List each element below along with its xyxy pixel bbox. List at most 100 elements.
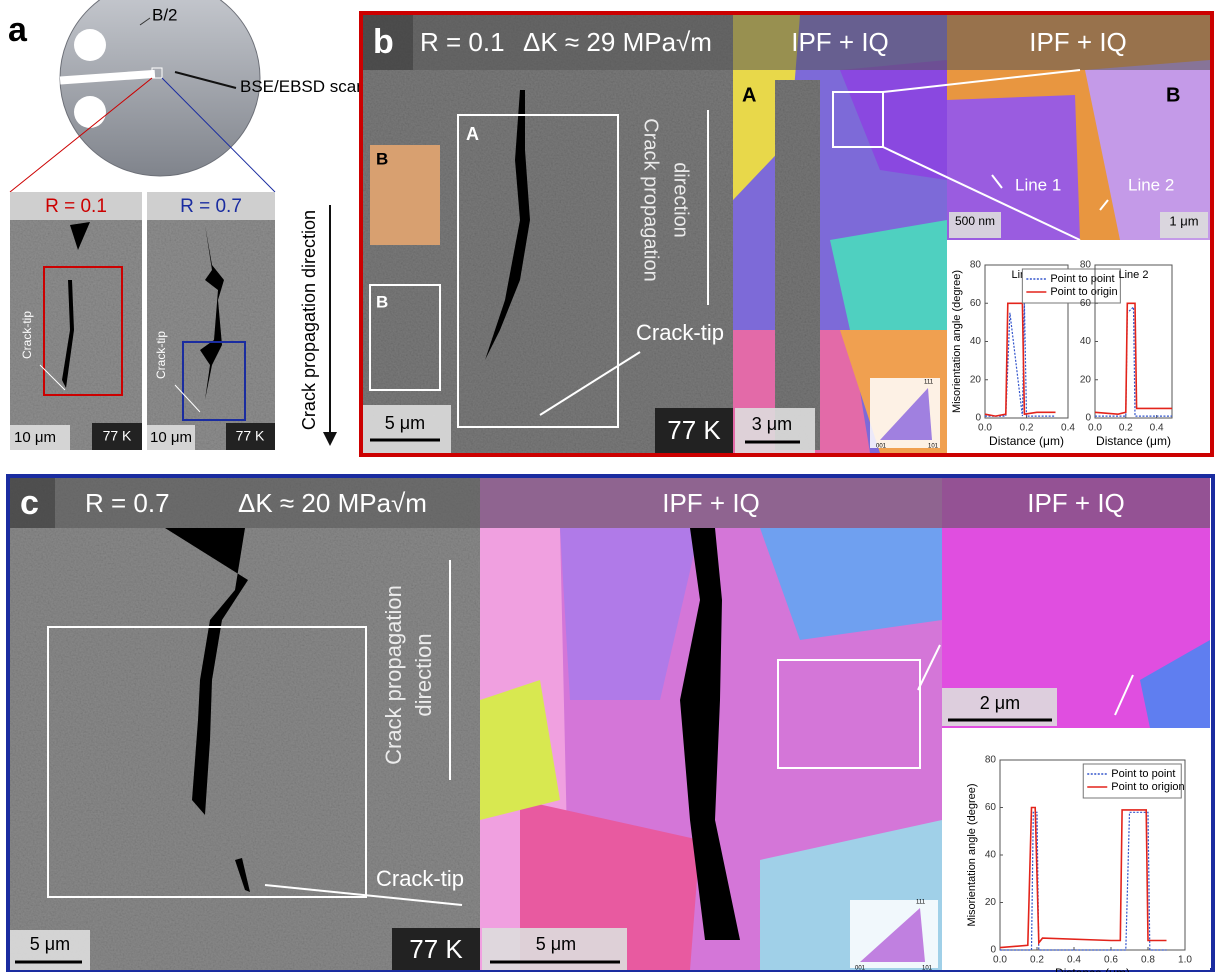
x-tick-label: 1.0 — [1178, 955, 1192, 966]
x-tick-label: 0.8 — [1141, 955, 1155, 966]
x-tick-label: 0.4 — [1067, 955, 1081, 966]
y-tick-label: 40 — [985, 850, 997, 861]
roi-box — [182, 341, 246, 421]
crack-zone — [775, 80, 820, 450]
header — [10, 478, 1210, 528]
triangle-label: 111 — [916, 900, 926, 906]
disc-label: B/2 — [152, 5, 178, 24]
header-label: IPF + IQ — [662, 488, 760, 518]
x-tick-label: 0.0 — [978, 423, 992, 434]
header — [147, 192, 275, 220]
panel-label: a — [8, 11, 28, 49]
x-axis-label: Distance (μm) — [989, 434, 1064, 448]
grain — [830, 220, 947, 330]
temp-bg — [655, 408, 733, 453]
scale-label: 5 μm — [536, 934, 576, 954]
temp-label: 77 K — [236, 428, 265, 444]
roi-box — [369, 284, 441, 391]
zoom-line — [882, 69, 1081, 93]
scale-bg — [147, 425, 195, 450]
delta-k-label: ΔK ≈ 29 MPa√m — [523, 27, 712, 57]
roi-box — [47, 626, 367, 898]
header — [363, 15, 1210, 70]
scale-bg — [10, 425, 70, 450]
hole — [74, 29, 106, 61]
temp-bg — [392, 928, 480, 970]
direction-label: direction — [411, 633, 436, 716]
roi-box — [777, 659, 921, 769]
ratio-label: R = 0.1 — [420, 27, 505, 57]
y-tick-label: 60 — [1080, 298, 1092, 309]
notch — [59, 69, 156, 85]
scan-box — [151, 67, 163, 79]
crack — [70, 222, 90, 250]
arrow — [917, 644, 941, 691]
triangle-label: 001 — [876, 444, 887, 450]
x-tick-label: 0.2 — [1030, 955, 1044, 966]
ratio-label: R = 0.1 — [45, 196, 107, 217]
header-label: IPF + IQ — [791, 27, 889, 57]
y-tick-label: 20 — [970, 374, 982, 385]
y-tick-label: 0 — [1085, 413, 1091, 424]
arrow — [174, 71, 237, 89]
triangle-label: 101 — [928, 444, 939, 450]
y-tick-label: 80 — [985, 755, 997, 766]
header — [10, 192, 142, 220]
legend-label: Point to origion — [1111, 781, 1184, 793]
chart-title: Line 2 — [1119, 269, 1149, 281]
crack — [680, 528, 740, 940]
grain — [1140, 640, 1210, 728]
scale-label: 5 μm — [385, 413, 425, 433]
x-axis-label: Distance (μm) — [1096, 434, 1171, 448]
scale-label: 5 μm — [30, 934, 70, 954]
label-bg — [363, 15, 413, 70]
temp-bg — [92, 423, 142, 450]
color-triangle — [860, 908, 925, 962]
scale-bg — [735, 408, 815, 453]
line-marker — [1099, 199, 1109, 211]
y-tick-label: 0 — [975, 413, 981, 424]
legend-box — [1021, 268, 1121, 304]
y-tick-label: 80 — [970, 260, 982, 271]
y-tick-label: 20 — [985, 897, 997, 908]
temp-label: 77 K — [667, 415, 721, 445]
legend-box — [1082, 763, 1182, 799]
box-label: B — [1166, 84, 1180, 106]
scale-label: 10 μm — [150, 429, 192, 446]
scale-label: 10 μm — [14, 429, 56, 446]
crack-tip-label: Crack-tip — [376, 866, 464, 891]
panel-frame — [359, 11, 1214, 457]
x-tick-label: 0.2 — [1020, 423, 1034, 434]
direction-label: Crack propagation direction — [299, 210, 319, 430]
x-tick-label: 0.6 — [1104, 955, 1118, 966]
series-line — [1000, 811, 1167, 951]
temp-bg — [226, 423, 275, 450]
x-tick-label: 0.0 — [993, 955, 1007, 966]
grain — [560, 528, 700, 700]
grain — [840, 60, 947, 180]
legend-label: Point to origin — [1050, 286, 1117, 298]
series-line — [1094, 302, 1172, 416]
scale-label: 500 nm — [955, 214, 995, 228]
box-label: B — [376, 292, 388, 311]
pointer — [139, 17, 151, 26]
roi-box — [43, 266, 123, 396]
delta-k-label: ΔK ≈ 20 MPa√m — [238, 488, 427, 518]
x-tick-label: 0.4 — [1061, 423, 1075, 434]
x-axis-label: Distance (μm) — [1055, 966, 1130, 972]
series-line — [999, 806, 1167, 949]
y-tick-label: 40 — [970, 336, 982, 347]
line-marker — [1114, 674, 1134, 716]
y-tick-label: 40 — [1080, 336, 1092, 347]
triangle-label: 111 — [924, 380, 934, 386]
arrow — [39, 364, 66, 391]
zoom-line — [161, 77, 276, 193]
crack-tip-label: Crack-tip — [636, 320, 724, 345]
arrow — [264, 884, 463, 906]
scale-bg — [1160, 212, 1208, 238]
temp-label: 77 K — [103, 428, 132, 444]
grain — [760, 528, 942, 640]
grain — [520, 800, 700, 970]
series-line — [1095, 305, 1172, 417]
line-label: Line 1 — [1015, 175, 1061, 194]
